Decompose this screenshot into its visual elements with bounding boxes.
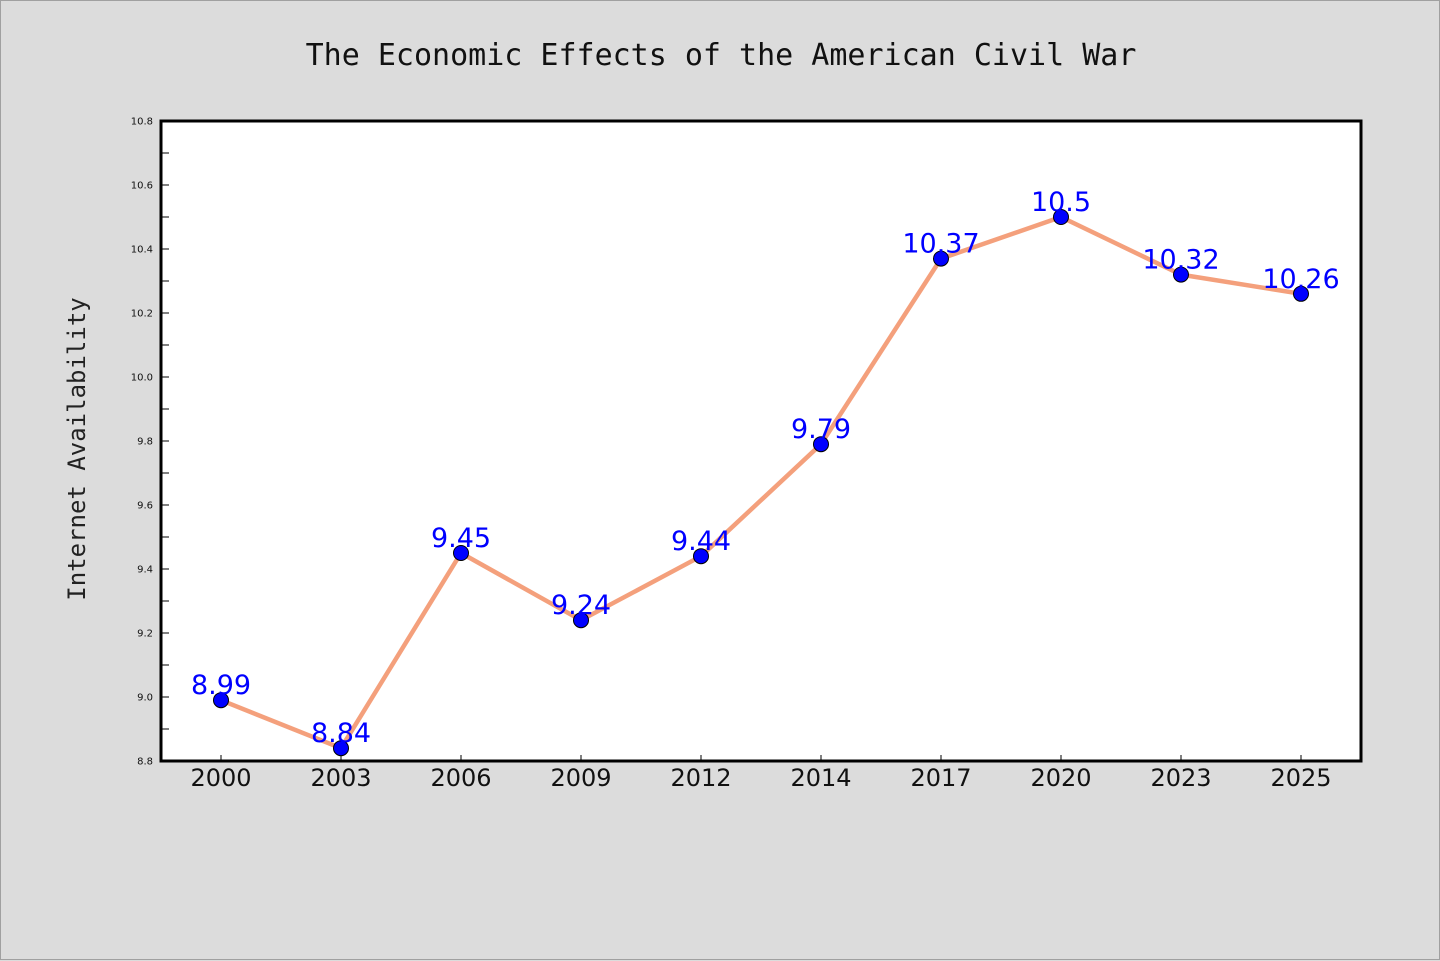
data-point [453,545,469,561]
data-point [933,250,949,267]
y-tick-label: 10.0 [131,373,153,384]
x-tick-label: 2003 [310,764,371,792]
x-tick-label: 2009 [550,764,611,792]
data-point [1293,285,1309,302]
data-points [213,209,1309,757]
data-label: 8.84 [311,718,371,749]
data-label: 9.24 [551,590,611,621]
y-tick-label: 10.6 [131,181,153,192]
data-label: 10.32 [1142,245,1219,276]
chart-title: The Economic Effects of the American Civ… [306,38,1137,73]
data-point [813,436,829,453]
data-label: 10.5 [1031,187,1091,218]
series-line [218,214,1304,751]
y-tick-label: 9.8 [137,437,153,448]
y-tick-label: 9.6 [137,501,153,512]
x-tick-label: 2017 [910,764,971,792]
y-axis-ticks: 8.8 9.0 9.2 9.4 9.6 9.8 10.0 10.2 10.4 10.6 10.8 [131,117,169,768]
x-axis-ticks: 2000 2003 2006 2009 2012 2014 2017 2020 2023 2025 [190,755,1332,792]
data-point [333,740,349,757]
data-label: 9.79 [791,414,851,445]
plot-area [159,119,1363,763]
data-point [213,692,229,709]
y-tick-label: 10.4 [131,245,153,256]
data-label: 8.99 [191,670,251,701]
y-axis-label: Internet Availability [63,297,91,600]
x-tick-label: 2020 [1030,764,1091,792]
x-tick-label: 2006 [430,764,491,792]
y-tick-label: 9.0 [137,693,153,704]
y-tick-label: 9.2 [137,629,153,640]
data-point [573,612,589,629]
x-tick-label: 2012 [670,764,731,792]
x-tick-label: 2000 [190,764,251,792]
data-label: 10.26 [1262,264,1339,295]
data-label: 10.37 [902,229,979,260]
x-tick-label: 2025 [1270,764,1331,792]
y-tick-label: 10.8 [131,117,153,128]
data-point [1173,266,1189,283]
y-tick-label: 9.4 [137,565,153,576]
data-label: 9.44 [671,526,731,557]
y-tick-label: 8.8 [137,757,153,768]
data-point [1053,209,1069,225]
data-point [693,548,709,565]
series-line-group [218,214,1304,751]
y-tick-label: 10.2 [131,309,153,320]
x-tick-label: 2023 [1150,764,1211,792]
data-label: 9.45 [431,523,491,554]
data-labels: 8.99 8.84 9.45 9.24 9.44 9.79 10.37 10.5 10.32 10… [191,187,1340,749]
x-tick-label: 2014 [790,764,851,792]
